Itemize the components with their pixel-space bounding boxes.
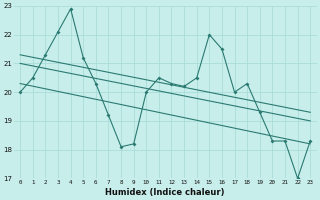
X-axis label: Humidex (Indice chaleur): Humidex (Indice chaleur)	[106, 188, 225, 197]
